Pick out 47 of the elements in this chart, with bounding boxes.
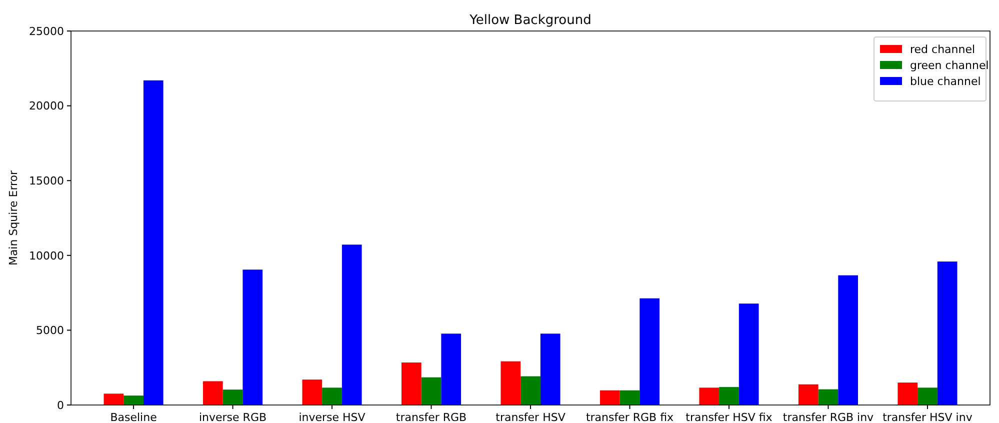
x-tick-label: transfer RGB inv [782,411,874,423]
y-tick-label: 25000 [29,24,64,38]
y-tick-label: 10000 [29,249,64,262]
bar [699,388,720,405]
bar [202,381,223,405]
y-tick-label: 20000 [29,100,64,113]
bar [520,376,540,405]
bar [302,380,322,405]
x-tick-label: inverse HSV [298,411,366,423]
y-axis-title: Main Squire Error [7,170,20,266]
legend-label: green channel [910,58,989,72]
bar [838,275,858,405]
bar [124,396,144,405]
bar [421,377,442,405]
bar [401,362,422,405]
legend-label: red channel [910,42,976,56]
bar [540,334,560,405]
bar [104,394,124,405]
bar [738,304,759,405]
bar [937,262,958,405]
x-tick-label: Baseline [110,411,158,423]
bar [242,270,263,405]
bar [143,80,164,405]
bar [620,390,640,405]
bar [600,390,620,405]
bar [640,298,660,405]
x-tick-label: transfer HSV inv [882,411,973,423]
bar [500,361,521,405]
bar [719,387,739,405]
x-tick-label: inverse RGB [198,411,267,423]
bar [322,388,342,405]
bar [222,390,243,405]
y-tick-label: 0 [57,398,64,412]
y-tick-label: 5000 [36,324,64,338]
chart-title: Yellow Background [468,13,592,28]
bar [898,382,918,405]
bar [798,384,818,405]
bar [342,244,362,405]
bar [918,388,938,405]
x-tick-label: transfer RGB [396,411,467,423]
y-tick-label: 15000 [29,174,64,188]
x-tick-label: transfer HSV fix [686,411,773,423]
x-tick-label: transfer HSV [496,411,566,423]
legend-label: blue channel [910,74,981,88]
bar [818,389,838,405]
x-tick-label: transfer RGB fix [586,411,674,423]
bar [441,334,462,405]
